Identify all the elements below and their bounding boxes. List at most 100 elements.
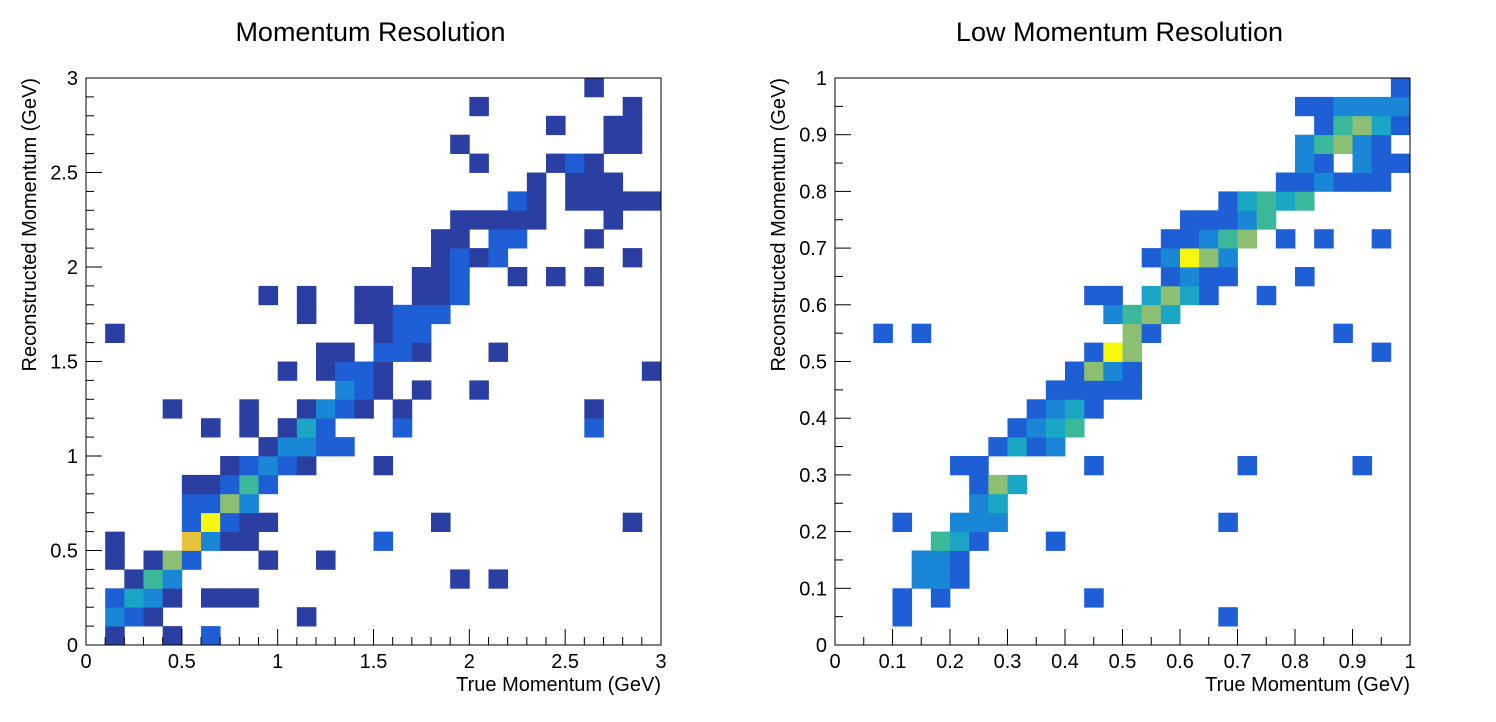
heatmap-cell: [469, 380, 489, 400]
heatmap-cell: [622, 191, 643, 211]
heatmap-cell: [1199, 248, 1219, 268]
heatmap-cell: [1237, 456, 1258, 476]
axis-ticks: [85, 77, 662, 646]
heatmap-cell: [258, 437, 279, 457]
heatmap-cell: [296, 399, 317, 419]
heatmap-cell: [988, 474, 1008, 495]
x-tick-label: 0.8: [1281, 651, 1309, 673]
x-tick-label: 0.4: [1051, 651, 1079, 673]
heatmap-cell: [431, 267, 451, 287]
heatmap-cell: [603, 191, 624, 211]
heatmap-cell: [603, 210, 624, 230]
heatmap-cell: [258, 550, 279, 570]
heatmap-cell: [584, 191, 604, 211]
heatmap-cell: [1237, 210, 1258, 230]
y-tick-label: 0.5: [799, 352, 827, 374]
heatmap-cell: [316, 342, 336, 362]
heatmap-cell: [411, 380, 432, 400]
heatmap-cell: [1295, 191, 1315, 211]
heatmap-cell: [641, 361, 662, 381]
heatmap-cell: [411, 323, 432, 343]
heatmap-cell: [239, 474, 259, 495]
heatmap-cell: [201, 418, 221, 438]
y-tick-label: 0.6: [799, 295, 827, 317]
heatmap-cell: [181, 512, 202, 532]
heatmap-cell: [277, 361, 298, 381]
heatmap-cell: [1295, 96, 1315, 117]
heatmap-cell: [1122, 342, 1143, 362]
heatmap-cell: [930, 588, 951, 608]
heatmap-cell: [450, 248, 470, 268]
heatmap-cell: [488, 229, 509, 249]
heatmap-cell: [584, 172, 604, 192]
heatmap-cell: [354, 285, 374, 306]
heatmap-cell: [1065, 380, 1085, 400]
heatmap-cell: [1045, 531, 1066, 551]
heatmap-cell: [507, 229, 528, 249]
heatmap-cell: [1160, 304, 1181, 325]
heatmap-cell: [1218, 229, 1238, 249]
heatmap-cell: [105, 607, 125, 627]
heatmap-cell: [431, 248, 451, 268]
heatmap-cell: [1256, 210, 1277, 230]
y-tick-label: 1: [816, 68, 827, 90]
heatmap-cell: [1314, 115, 1334, 136]
heatmap-cell: [1026, 418, 1047, 438]
heatmap-cell: [1045, 399, 1066, 419]
heatmap-cell: [1314, 172, 1334, 192]
heatmap-cell: [124, 607, 144, 627]
heatmap-cell: [373, 531, 394, 551]
heatmap-cell: [220, 531, 240, 551]
y-tick-label: 1: [67, 446, 78, 468]
axis-ticks: [834, 77, 1411, 646]
heatmap-cell: [1180, 285, 1200, 306]
heatmap-cell: [911, 550, 932, 570]
heatmap-cell: [622, 115, 643, 136]
heatmap-cell: [1333, 172, 1353, 192]
heatmap-cell: [950, 531, 970, 551]
heatmap-cell: [507, 191, 528, 211]
heatmap-cell: [1256, 191, 1277, 211]
heatmap-cell: [603, 172, 624, 192]
heatmap-cell: [469, 248, 489, 268]
heatmap-cell: [603, 134, 624, 154]
heatmap-cell: [296, 456, 317, 476]
heatmap-cell: [584, 153, 604, 173]
heatmap-cell: [1199, 229, 1219, 249]
y-tick-label: 0.1: [799, 578, 827, 600]
heatmap-cell: [239, 418, 259, 438]
heatmap-cell: [1352, 153, 1373, 173]
heatmap-cell: [565, 172, 585, 192]
x-tick-label: 0.3: [994, 651, 1022, 673]
heatmap-cell: [622, 248, 643, 268]
heatmap-cell: [296, 437, 317, 457]
heatmap-cell: [296, 285, 317, 306]
heatmap-cell: [220, 588, 240, 608]
heatmap-cell: [239, 456, 259, 476]
heatmap-cell: [411, 304, 432, 325]
y-tick-label: 0: [816, 635, 827, 657]
heatmap-cell: [143, 550, 164, 570]
heatmap-cell: [1065, 418, 1085, 438]
heatmap-cell: [316, 361, 336, 381]
heatmap-cell: [1160, 267, 1181, 287]
heatmap-cell: [1122, 304, 1143, 325]
x-tick-label: 1.5: [360, 651, 388, 673]
heatmap-cell: [1333, 134, 1353, 154]
heatmap-cell: [930, 550, 951, 570]
heatmap-cell: [239, 588, 259, 608]
heatmap-cell: [1026, 437, 1047, 457]
heatmap-cell: [316, 418, 336, 438]
heatmap-cell: [162, 569, 183, 589]
heatmap-cell: [565, 191, 585, 211]
heatmap-cell: [220, 456, 240, 476]
x-tick-label: 0.5: [1109, 651, 1137, 673]
heatmap-cell: [546, 115, 566, 136]
x-tick-label: 0.2: [936, 651, 964, 673]
heatmap-cell: [1352, 172, 1373, 192]
x-tick-label: 0.1: [879, 651, 907, 673]
heatmap-cell: [335, 437, 355, 457]
heatmap-cell: [892, 512, 913, 532]
heatmap-cell: [469, 96, 489, 117]
heatmap-cell: [1141, 248, 1162, 268]
